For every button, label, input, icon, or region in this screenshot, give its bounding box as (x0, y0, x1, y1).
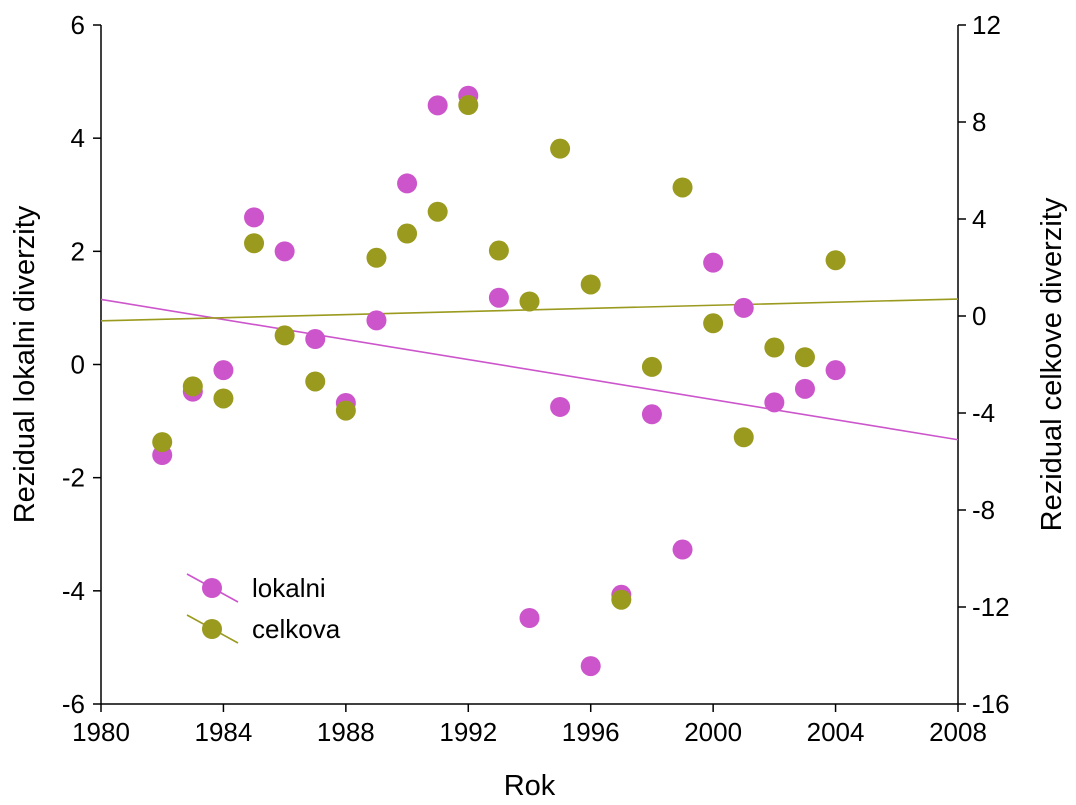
point-lokalni (703, 252, 724, 273)
data-points (152, 85, 846, 677)
point-lokalni (397, 173, 418, 194)
y-left-tick-label: 0 (71, 350, 85, 380)
fit-line-lokalni (100, 298, 959, 441)
y-left-axis-label: Rezidual lokalni diverzity (9, 205, 41, 523)
x-axis-label: Rok (504, 770, 556, 802)
axes: 1980 1984 1988 1992 1996 2000 2004 2008 6 4 2 0 -2 -4… (62, 10, 1010, 747)
point-lokalni (794, 378, 815, 399)
y-right-axis-label: Rezidual celkove diverzity (1036, 197, 1068, 531)
point-lokalni (733, 297, 754, 318)
point-lokalni (825, 360, 846, 381)
point-lokalni (274, 241, 295, 262)
point-celkova (274, 325, 295, 346)
legend-marker-celkova (202, 619, 222, 639)
legend: lokalni celkova (186, 573, 341, 644)
y-left-tick-label: -4 (62, 576, 85, 606)
point-celkova (519, 291, 540, 312)
point-celkova (703, 313, 724, 334)
y-right-tick-label: -12 (972, 592, 1010, 622)
y-left-tick-label: 2 (71, 236, 85, 266)
y-left-tick-label: 6 (71, 10, 85, 40)
legend-label-lokalni: lokalni (252, 573, 326, 603)
legend-label-celkova: celkova (252, 614, 341, 644)
point-celkova (641, 356, 662, 377)
point-celkova (825, 250, 846, 271)
x-tick-label: 2004 (807, 717, 865, 747)
legend-marker-lokalni (202, 578, 222, 598)
point-celkova (213, 388, 234, 409)
y-right-tick-label: -4 (972, 398, 995, 428)
point-lokalni (305, 329, 326, 350)
point-lokalni (427, 95, 448, 116)
point-lokalni (366, 310, 387, 331)
point-celkova (458, 95, 479, 116)
y-left-tick-label: -6 (62, 689, 85, 719)
y-right-tick-label: -16 (972, 689, 1010, 719)
point-lokalni (672, 539, 693, 560)
point-celkova (427, 201, 448, 222)
point-celkova (488, 240, 509, 261)
y-right-tick-label: -8 (972, 495, 995, 525)
y-left-tick-label: 4 (71, 123, 85, 153)
point-celkova (580, 274, 601, 295)
point-celkova (397, 223, 418, 244)
point-celkova (182, 376, 203, 397)
x-tick-label: 1992 (439, 717, 497, 747)
point-celkova (794, 347, 815, 368)
y-right-tick-label: 12 (972, 10, 1001, 40)
point-celkova (672, 177, 693, 198)
x-tick-label: 2008 (929, 717, 987, 747)
x-tick-label: 1980 (72, 717, 130, 747)
x-tick-label: 1996 (562, 717, 620, 747)
point-lokalni (244, 207, 265, 228)
x-tick-label: 1988 (317, 717, 375, 747)
point-lokalni (488, 287, 509, 308)
point-lokalni (641, 404, 662, 425)
x-tick-label: 2000 (684, 717, 742, 747)
y-right-tick-label: 8 (972, 107, 986, 137)
point-celkova (611, 589, 632, 610)
point-celkova (550, 138, 571, 159)
point-lokalni (213, 360, 234, 381)
point-lokalni (764, 392, 785, 413)
point-celkova (305, 371, 326, 392)
point-lokalni (550, 396, 571, 417)
y-right-tick-label: 4 (972, 204, 986, 234)
point-celkova (152, 432, 173, 453)
point-lokalni (580, 656, 601, 677)
point-celkova (764, 337, 785, 358)
y-left-tick-label: -2 (62, 463, 85, 493)
x-tick-label: 1984 (195, 717, 253, 747)
point-lokalni (519, 607, 540, 628)
y-right-tick-label: 0 (972, 301, 986, 331)
point-celkova (244, 233, 265, 254)
point-celkova (733, 427, 754, 448)
point-celkova (335, 400, 356, 421)
point-celkova (366, 247, 387, 268)
